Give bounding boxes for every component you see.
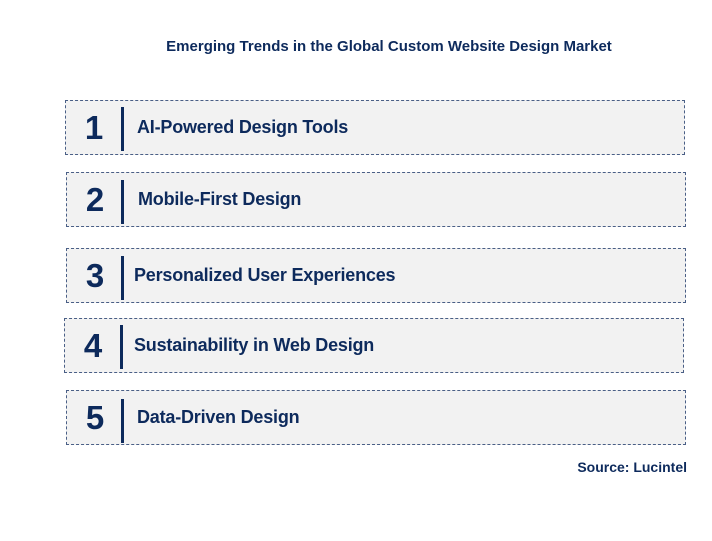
trend-divider [120,325,123,369]
trend-number: 5 [85,398,105,436]
trend-divider [121,399,124,443]
trend-number: 2 [85,180,105,218]
trend-label: Sustainability in Web Design [134,335,375,355]
trend-label: Mobile-First Design [138,189,302,209]
trend-number: 4 [83,326,103,364]
trend-divider [121,256,124,300]
trend-divider [121,180,124,224]
trend-item-5: 5 Data-Driven Design [66,390,686,445]
source-note: Source: Lucintel [577,459,687,475]
trend-divider [121,107,124,151]
trend-label: Data-Driven Design [137,407,300,427]
trend-item-2: 2 Mobile-First Design [66,172,686,227]
trend-number: 1 [84,108,104,146]
diagram-title: Emerging Trends in the Global Custom Web… [166,38,612,55]
trend-label: AI-Powered Design Tools [137,117,349,137]
trend-item-4: 4 Sustainability in Web Design [64,318,684,373]
trend-item-3: 3 Personalized User Experiences [66,248,686,303]
trend-item-1: 1 AI-Powered Design Tools [65,100,685,155]
trend-label: Personalized User Experiences [134,265,396,285]
trend-number: 3 [85,256,105,294]
